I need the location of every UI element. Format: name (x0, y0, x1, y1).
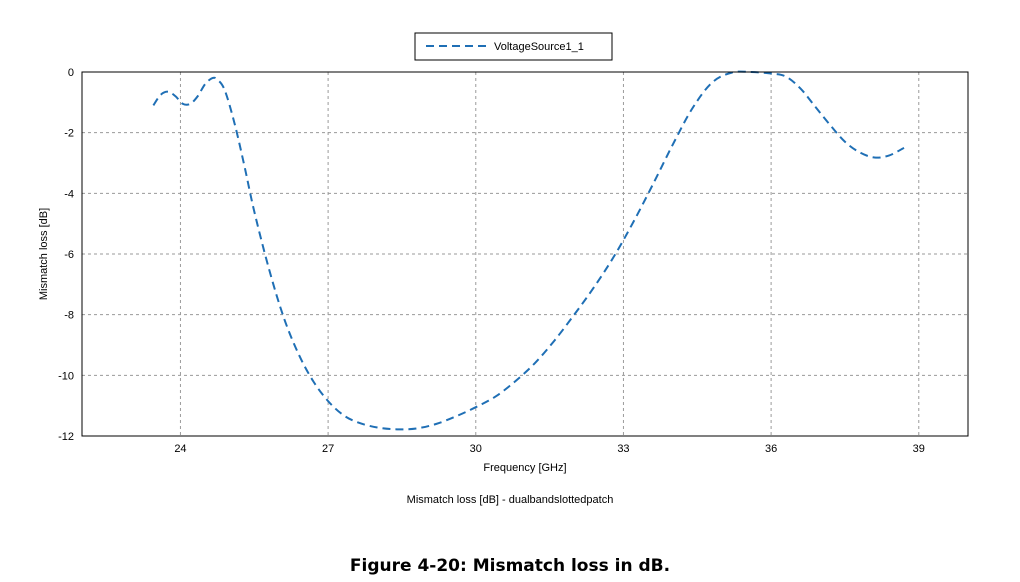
y-axis-title: Mismatch loss [dB] (38, 208, 50, 300)
y-tick-labels: 0 -2 -4 -6 -8 -10 -12 (58, 67, 74, 443)
x-tick-labels: 24 27 30 33 36 39 (174, 443, 925, 455)
y-tick-label: -8 (64, 310, 74, 322)
x-tick-label: 39 (913, 443, 925, 455)
y-tick-label: -6 (64, 249, 74, 261)
y-tick-label: -12 (58, 431, 74, 443)
plot-area-frame (81, 71, 969, 437)
y-tick-label: 0 (68, 67, 74, 79)
x-tick-label: 27 (322, 443, 334, 455)
x-tick-label: 33 (617, 443, 629, 455)
legend-entry: VoltageSource1_1 (494, 41, 584, 53)
y-tick-label: -2 (64, 128, 74, 140)
chart-subtitle: Mismatch loss [dB] - dualbandslottedpatc… (407, 494, 614, 506)
x-tick-label: 30 (470, 443, 482, 455)
x-axis-title: Frequency [GHz] (483, 462, 566, 474)
x-tick-label: 24 (174, 443, 186, 455)
legend: VoltageSource1_1 (414, 32, 613, 61)
series-line-0 (152, 70, 905, 431)
mismatch-loss-chart: 24 27 30 33 36 39 0 -2 -4 -6 -8 -10 -12 Frequency [… (38, 32, 969, 506)
x-tick-label: 36 (765, 443, 777, 455)
y-tick-label: -4 (64, 188, 74, 200)
series-layer (152, 70, 905, 431)
figure-caption: Figure 4-20: Mismatch loss in dB. (349, 556, 671, 576)
legend-box (414, 32, 613, 61)
y-tick-label: -10 (58, 370, 74, 382)
